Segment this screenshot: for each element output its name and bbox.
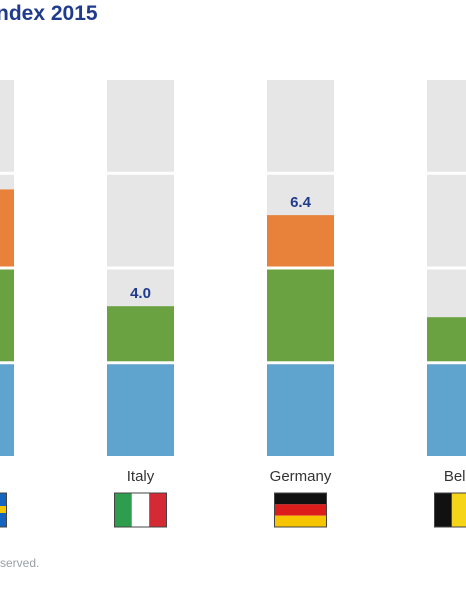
bar-segment-blue: [107, 364, 174, 456]
country-label: Italy: [127, 468, 155, 485]
bar-segment-blue: [267, 364, 334, 456]
bar-segment-orange: [0, 189, 14, 267]
flag-stripe-red: [149, 493, 167, 527]
bar-segment-blue: [427, 364, 466, 456]
flag-stripe-black: [434, 493, 452, 527]
bar-background-segment: [107, 174, 174, 267]
flag-stripe-red: [274, 504, 327, 516]
flag-border: [274, 492, 327, 528]
germany-flag: [274, 492, 327, 528]
country-label: Belgi: [444, 468, 466, 485]
flag-border: [434, 492, 466, 528]
flag-border: [0, 492, 7, 528]
flag-stripe-white: [131, 493, 150, 527]
bar-background-segment: [267, 80, 334, 172]
flag-border: [114, 492, 167, 528]
country-label: Germany: [270, 468, 332, 485]
value-label: 4.0: [130, 285, 151, 302]
flag-stripe-green: [114, 493, 132, 527]
belgium-flag: [434, 492, 466, 528]
sweden-flag: [0, 492, 7, 528]
bar-segment-green: [0, 269, 14, 362]
bar-background-segment: [427, 80, 466, 172]
bar-segment-green: [427, 317, 466, 362]
bar-background-segment: [107, 80, 174, 172]
bar-segment-blue: [0, 364, 14, 456]
bar-segment-green: [107, 306, 174, 362]
flag-stripe-black: [274, 493, 327, 505]
bar-background-segment: [427, 174, 466, 267]
flag-stripe-gold: [274, 515, 327, 527]
flag-stripe-yellow: [451, 493, 466, 527]
italy-flag: [114, 492, 167, 528]
bar-segment-green: [267, 269, 334, 362]
value-label: 6.4: [290, 194, 312, 211]
flag-cross-h: [0, 506, 7, 513]
bar-background-segment: [0, 80, 14, 172]
footer-copyright: served.: [0, 556, 40, 570]
bar-segment-orange: [267, 215, 334, 267]
chart-title: ndex 2015: [0, 2, 98, 25]
